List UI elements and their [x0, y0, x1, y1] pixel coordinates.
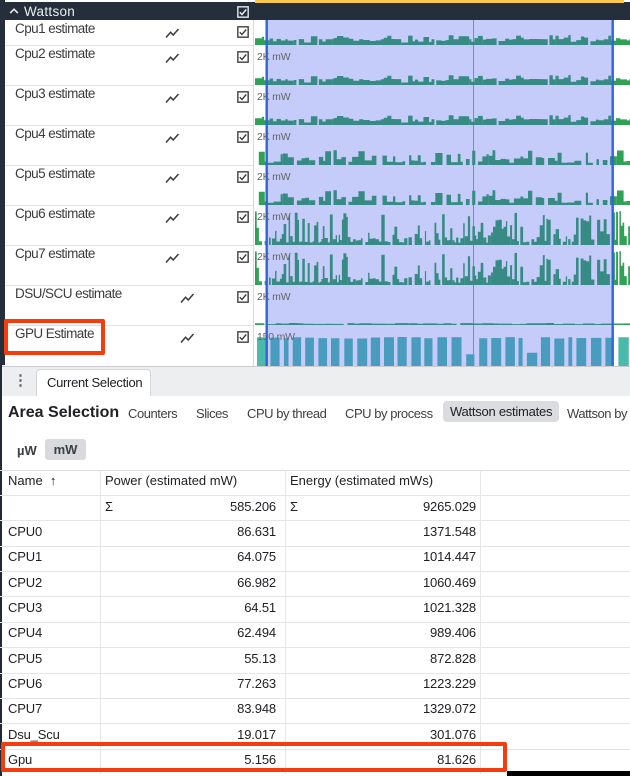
svg-text:2K mW: 2K mW	[257, 251, 291, 263]
svg-text:2K mW: 2K mW	[257, 211, 291, 223]
svg-text:2K mW: 2K mW	[257, 171, 291, 183]
svg-text:2K mW: 2K mW	[257, 131, 291, 143]
svg-text:2K mW: 2K mW	[257, 291, 291, 303]
svg-text:150 mW: 150 mW	[257, 331, 295, 343]
svg-text:2K mW: 2K mW	[257, 51, 291, 63]
svg-text:2K mW: 2K mW	[257, 91, 291, 103]
